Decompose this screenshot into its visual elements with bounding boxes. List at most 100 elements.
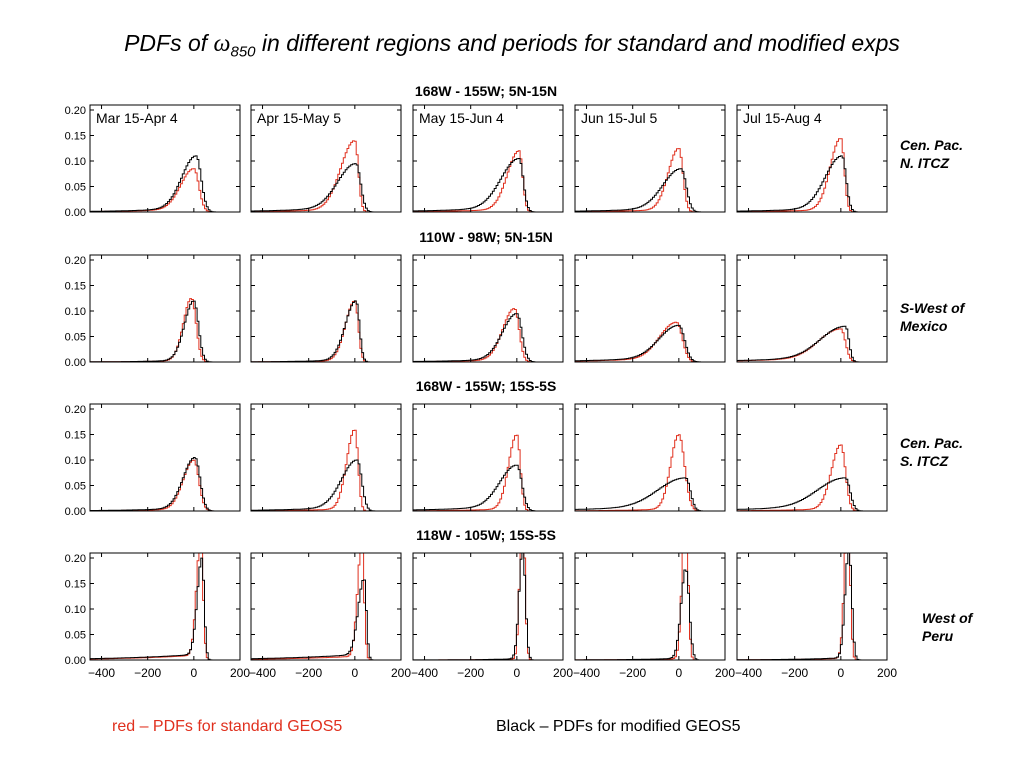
y-tick-label: 0.05 xyxy=(65,630,86,642)
panel-frame xyxy=(250,104,402,213)
x-tick-label: −200 xyxy=(457,666,484,680)
series-standard-geos5 xyxy=(737,444,887,511)
x-tick-label: −200 xyxy=(134,666,161,680)
series-modified-geos5 xyxy=(251,300,401,362)
histogram-panel: −400 −200 0 200 xyxy=(573,552,735,680)
series-standard-geos5 xyxy=(90,298,240,362)
histogram-panel: May 15-Jun 4 xyxy=(412,104,564,213)
title-prefix: PDFs of xyxy=(124,30,214,56)
x-tick-label: 200 xyxy=(877,666,897,680)
panel-frame xyxy=(574,403,726,512)
series-modified-geos5 xyxy=(251,579,401,660)
panel-frame xyxy=(250,552,402,661)
panel-frame xyxy=(736,104,888,213)
y-tick-label: 0.15 xyxy=(65,131,86,143)
x-tick-label: 0 xyxy=(838,666,845,680)
x-tick-label: −200 xyxy=(295,666,322,680)
y-tick-label: 0.05 xyxy=(65,332,86,344)
histogram-panel xyxy=(574,254,726,363)
histogram-panel xyxy=(736,254,888,363)
panel-frame xyxy=(89,104,241,213)
series-standard-geos5 xyxy=(575,434,725,511)
title-subscript: 850 xyxy=(230,43,256,61)
series-modified-geos5 xyxy=(737,325,887,362)
y-tick-label: 0.15 xyxy=(65,579,86,591)
period-label: Apr 15-May 5 xyxy=(257,110,341,126)
panel-frame xyxy=(89,403,241,512)
region-label-cen-pac-s-itcz: Cen. Pac. S. ITCZ xyxy=(900,435,964,469)
x-tick-label: 200 xyxy=(230,666,250,680)
legend-standard-geos5: red – PDFs for standard GEOS5 xyxy=(112,718,343,735)
series-standard-geos5 xyxy=(251,429,401,511)
panel-frame xyxy=(412,104,564,213)
region-label-west-of-peru: West of Peru xyxy=(922,610,973,644)
region-header: 168W - 155W; 15S-5S xyxy=(416,378,557,394)
series-modified-geos5 xyxy=(413,464,563,511)
region-label-cen-pac-n-itcz: Cen. Pac. N. ITCZ xyxy=(900,137,964,171)
histogram-panel xyxy=(736,403,888,512)
series-standard-geos5 xyxy=(575,553,725,660)
x-tick-label: −400 xyxy=(249,666,276,680)
y-tick-label: 0.10 xyxy=(65,306,86,318)
period-label: May 15-Jun 4 xyxy=(419,110,504,126)
histogram-panel: 0.00 0.05 0.10 0.15 0.20 −400 −200 0 200 xyxy=(65,552,250,680)
series-standard-geos5 xyxy=(90,459,240,511)
x-tick-label: 200 xyxy=(553,666,573,680)
x-tick-label: −400 xyxy=(411,666,438,680)
series-modified-geos5 xyxy=(90,457,240,511)
histogram-panel: −400 −200 0 200 xyxy=(249,552,411,680)
y-tick-label: 0.15 xyxy=(65,430,86,442)
x-tick-label: 0 xyxy=(191,666,198,680)
series-modified-geos5 xyxy=(90,557,240,660)
histogram-panel xyxy=(250,403,402,512)
region-label-sw-mexico: S-West of Mexico xyxy=(900,300,965,334)
period-label: Mar 15-Apr 4 xyxy=(96,110,178,126)
series-standard-geos5 xyxy=(251,140,401,212)
histogram-panel xyxy=(574,403,726,512)
period-label: Jul 15-Aug 4 xyxy=(743,110,822,126)
series-modified-geos5 xyxy=(575,477,725,511)
x-tick-label: −400 xyxy=(88,666,115,680)
region-header: 110W - 98W; 5N-15N xyxy=(419,229,553,245)
y-tick-label: 0.00 xyxy=(65,207,86,219)
y-tick-label: 0.20 xyxy=(65,105,86,117)
y-tick-label: 0.15 xyxy=(65,281,86,293)
x-tick-label: 0 xyxy=(352,666,359,680)
chart-title: PDFs of ω850 in different regions and pe… xyxy=(0,30,1024,61)
series-modified-geos5 xyxy=(413,158,563,212)
x-tick-label: 0 xyxy=(514,666,521,680)
y-tick-label: 0.10 xyxy=(65,455,86,467)
panel-frame xyxy=(89,254,241,363)
series-modified-geos5 xyxy=(90,300,240,362)
series-standard-geos5 xyxy=(90,168,240,212)
y-tick-label: 0.20 xyxy=(65,553,86,565)
panel-frame xyxy=(412,254,564,363)
histogram-panel xyxy=(412,254,564,363)
series-standard-geos5 xyxy=(737,138,887,212)
region-header: 118W - 105W; 15S-5S xyxy=(416,527,556,543)
histogram-panel xyxy=(412,403,564,512)
x-tick-label: −200 xyxy=(781,666,808,680)
series-standard-geos5 xyxy=(413,150,563,212)
series-standard-geos5 xyxy=(737,553,887,660)
panel-frame xyxy=(250,403,402,512)
x-tick-label: −200 xyxy=(619,666,646,680)
series-modified-geos5 xyxy=(575,569,725,660)
period-label: Jun 15-Jul 5 xyxy=(581,110,657,126)
panel-frame xyxy=(89,552,241,661)
series-modified-geos5 xyxy=(251,163,401,212)
panel-frame xyxy=(574,552,726,661)
x-tick-label: 0 xyxy=(676,666,683,680)
series-standard-geos5 xyxy=(575,321,725,362)
series-modified-geos5 xyxy=(737,553,887,660)
series-modified-geos5 xyxy=(737,155,887,212)
series-standard-geos5 xyxy=(251,553,401,660)
x-tick-label: −400 xyxy=(573,666,600,680)
histogram-panel: 0.00 0.05 0.10 0.15 0.20 xyxy=(65,403,241,518)
histogram-panel: −400 −200 0 200 xyxy=(735,552,897,680)
histogram-panel: 0.00 0.05 0.10 0.15 0.20 Mar 15-Apr 4 xyxy=(65,104,241,219)
x-tick-label: −400 xyxy=(735,666,762,680)
histogram-panel: 0.00 0.05 0.10 0.15 0.20 xyxy=(65,254,241,369)
y-tick-label: 0.10 xyxy=(65,156,86,168)
